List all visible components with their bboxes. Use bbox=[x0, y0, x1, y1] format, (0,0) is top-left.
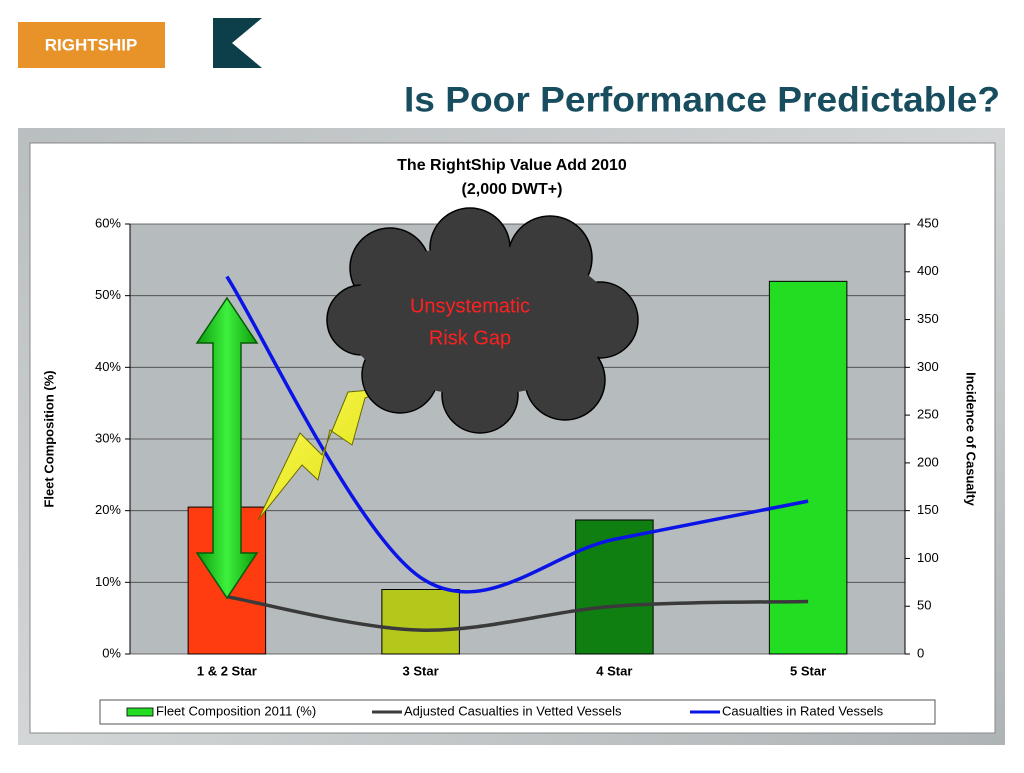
annotation-text: Risk Gap bbox=[429, 327, 511, 349]
legend-box bbox=[99, 699, 936, 725]
y-tick-label: 10% bbox=[95, 574, 121, 589]
bar bbox=[575, 519, 654, 655]
annotation-group: Unsystematic Risk Gap bbox=[195, 207, 639, 600]
y2-tick-label: 300 bbox=[917, 359, 939, 374]
y-tick-label: 30% bbox=[95, 430, 121, 445]
chart-subtitle: (2,000 DWT+) bbox=[462, 181, 563, 198]
y-tick-label: 0% bbox=[102, 645, 121, 660]
y-tick-label: 20% bbox=[95, 502, 121, 517]
cloud bbox=[326, 207, 639, 434]
legend-label: Casualties in Rated Vessels bbox=[722, 703, 884, 718]
bar bbox=[381, 589, 460, 655]
y2-tick-label: 150 bbox=[917, 502, 939, 517]
x-tick-label: 5 Star bbox=[790, 663, 826, 678]
slide-title: Is Poor Performance Predictable? bbox=[404, 80, 1000, 119]
chart-title: The RightShip Value Add 2010 bbox=[397, 157, 627, 174]
double-arrow bbox=[195, 296, 259, 600]
y-tick-label: 40% bbox=[95, 359, 121, 374]
legend: Fleet Composition 2011 (%) Adjusted Casua… bbox=[126, 703, 884, 718]
logo-text: RIGHTSHIP bbox=[45, 35, 138, 54]
y2-tick-label: 50 bbox=[917, 598, 931, 613]
lightning-bolt bbox=[257, 387, 394, 521]
y-tick-label: 50% bbox=[95, 287, 121, 302]
y2-tick-label: 350 bbox=[917, 311, 939, 326]
x-tick-label: 4 Star bbox=[596, 663, 632, 678]
y2-tick-label: 100 bbox=[917, 550, 939, 565]
x-tick-label: 3 Star bbox=[403, 663, 439, 678]
y2-axis-label: Incidence of Casualty bbox=[964, 372, 979, 506]
y2-tick-label: 450 bbox=[917, 215, 939, 230]
y-tick-label: 60% bbox=[95, 215, 121, 230]
bar bbox=[768, 280, 848, 655]
legend-label: Adjusted Casualties in Vetted Vessels bbox=[404, 703, 622, 718]
x-tick-label: 1 & 2 Star bbox=[197, 663, 257, 678]
legend-label: Fleet Composition 2011 (%) bbox=[156, 703, 316, 718]
y2-tick-label: 200 bbox=[917, 454, 939, 469]
line-series bbox=[226, 594, 809, 632]
y2-tick-label: 250 bbox=[917, 407, 939, 422]
y2-tick-label: 400 bbox=[917, 263, 939, 278]
logo-box bbox=[18, 22, 165, 68]
logo-mark bbox=[213, 18, 262, 68]
y-axis-label: Fleet Composition (%) bbox=[41, 370, 56, 507]
y2-tick-label: 0 bbox=[917, 645, 924, 660]
legend-swatch bbox=[126, 707, 154, 717]
annotation-text: Unsystematic bbox=[410, 295, 530, 317]
line-series bbox=[225, 275, 809, 594]
